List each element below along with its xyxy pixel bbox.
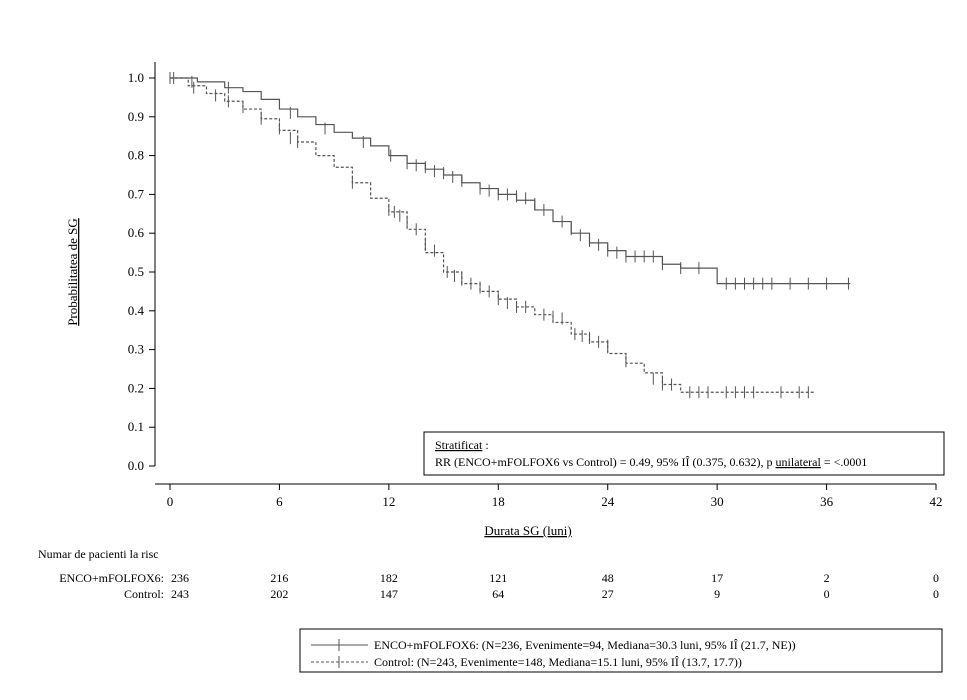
y-tick-label: 0.0 — [128, 458, 144, 473]
stats-box-line-1: Stratificat : — [435, 438, 489, 452]
y-tick-label: 0.7 — [128, 186, 145, 201]
y-tick-label: 0.8 — [128, 148, 144, 163]
stats-label-stratificat: Stratificat — [435, 438, 483, 452]
x-tick-label: 6 — [276, 494, 283, 509]
y-tick-label: 0.3 — [128, 342, 144, 357]
y-axis-title: Probabilitatea de SG — [65, 218, 80, 326]
risk-table-title: Numar de pacienti la risc — [38, 547, 159, 561]
x-tick-label: 36 — [820, 494, 834, 509]
risk-value-enco: 48 — [602, 571, 614, 585]
risk-value-control: 0 — [824, 587, 830, 601]
y-tick-label: 0.4 — [128, 303, 145, 318]
x-tick-label: 30 — [711, 494, 724, 509]
y-tick-label: 0.5 — [128, 264, 144, 279]
risk-value-enco: 2 — [824, 571, 830, 585]
risk-row-label-control: Control: — [124, 587, 164, 601]
x-tick-label: 0 — [167, 494, 174, 509]
legend: ENCO+mFOLFOX6: (N=236, Evenimente=94, Me… — [299, 628, 943, 673]
risk-value-enco: 236 — [171, 571, 189, 585]
series-line-control — [170, 77, 814, 393]
legend-label-control: Control: (N=243, Evenimente=148, Mediana… — [374, 655, 742, 669]
risk-value-control: 27 — [602, 587, 614, 601]
y-ticks: 0.0 0.1 0.2 0.3 0.4 0.5 0.6 0.7 0.8 0.9 1.0 — [128, 70, 155, 473]
risk-value-enco: 182 — [380, 571, 398, 585]
risk-value-control: 147 — [380, 587, 398, 601]
y-tick-label: 0.1 — [128, 419, 144, 434]
risk-value-control: 9 — [714, 587, 720, 601]
risk-value-control: 64 — [492, 587, 504, 601]
x-tick-label: 18 — [492, 494, 505, 509]
x-tick-label: 42 — [930, 494, 943, 509]
stats-box: Stratificat : RR (ENCO+mFOLFOX6 vs Contr… — [423, 431, 945, 476]
stats-p-value: = <.0001 — [821, 455, 868, 469]
risk-table: Numar de pacienti la risc ENCO+mFOLFOX6:… — [38, 547, 939, 601]
risk-value-control: 243 — [171, 587, 189, 601]
stats-box-line-2: RR (ENCO+mFOLFOX6 vs Control) = 0.49, 95… — [435, 455, 867, 469]
x-tick-label: 12 — [382, 494, 395, 509]
risk-values: 236 216 182 121 48 17 2 0 243 202 147 64 27 9 0 0 — [171, 571, 939, 601]
risk-row-label-enco: ENCO+mFOLFOX6: — [59, 571, 164, 585]
stats-label-colon: : — [482, 438, 488, 452]
stats-box-frame — [423, 431, 945, 476]
x-tick-label: 24 — [601, 494, 615, 509]
risk-value-control: 202 — [270, 587, 288, 601]
stats-hr-text: RR (ENCO+mFOLFOX6 vs Control) = 0.49, 95… — [435, 455, 776, 469]
y-tick-label: 0.2 — [128, 380, 144, 395]
axes: 0.0 0.1 0.2 0.3 0.4 0.5 0.6 0.7 0.8 0.9 1.0 0 6 12 18… — [65, 62, 943, 538]
risk-value-enco: 216 — [270, 571, 288, 585]
risk-value-control: 0 — [933, 587, 939, 601]
series-line-enco-mfolfox6 — [170, 77, 851, 285]
x-ticks: 0 6 12 18 24 30 36 42 — [167, 484, 943, 509]
stats-unilateral-word: unilateral — [776, 455, 822, 469]
legend-label-enco: ENCO+mFOLFOX6: (N=236, Evenimente=94, Me… — [374, 638, 796, 652]
legend-frame — [299, 628, 943, 673]
series-layer — [169, 72, 851, 399]
x-axis-title: Durata SG (luni) — [484, 523, 571, 538]
y-tick-label: 0.9 — [128, 109, 144, 124]
risk-value-enco: 0 — [933, 571, 939, 585]
risk-value-enco: 121 — [489, 571, 507, 585]
risk-value-enco: 17 — [711, 571, 723, 585]
y-tick-label: 0.6 — [128, 225, 145, 240]
y-tick-label: 1.0 — [128, 70, 144, 85]
